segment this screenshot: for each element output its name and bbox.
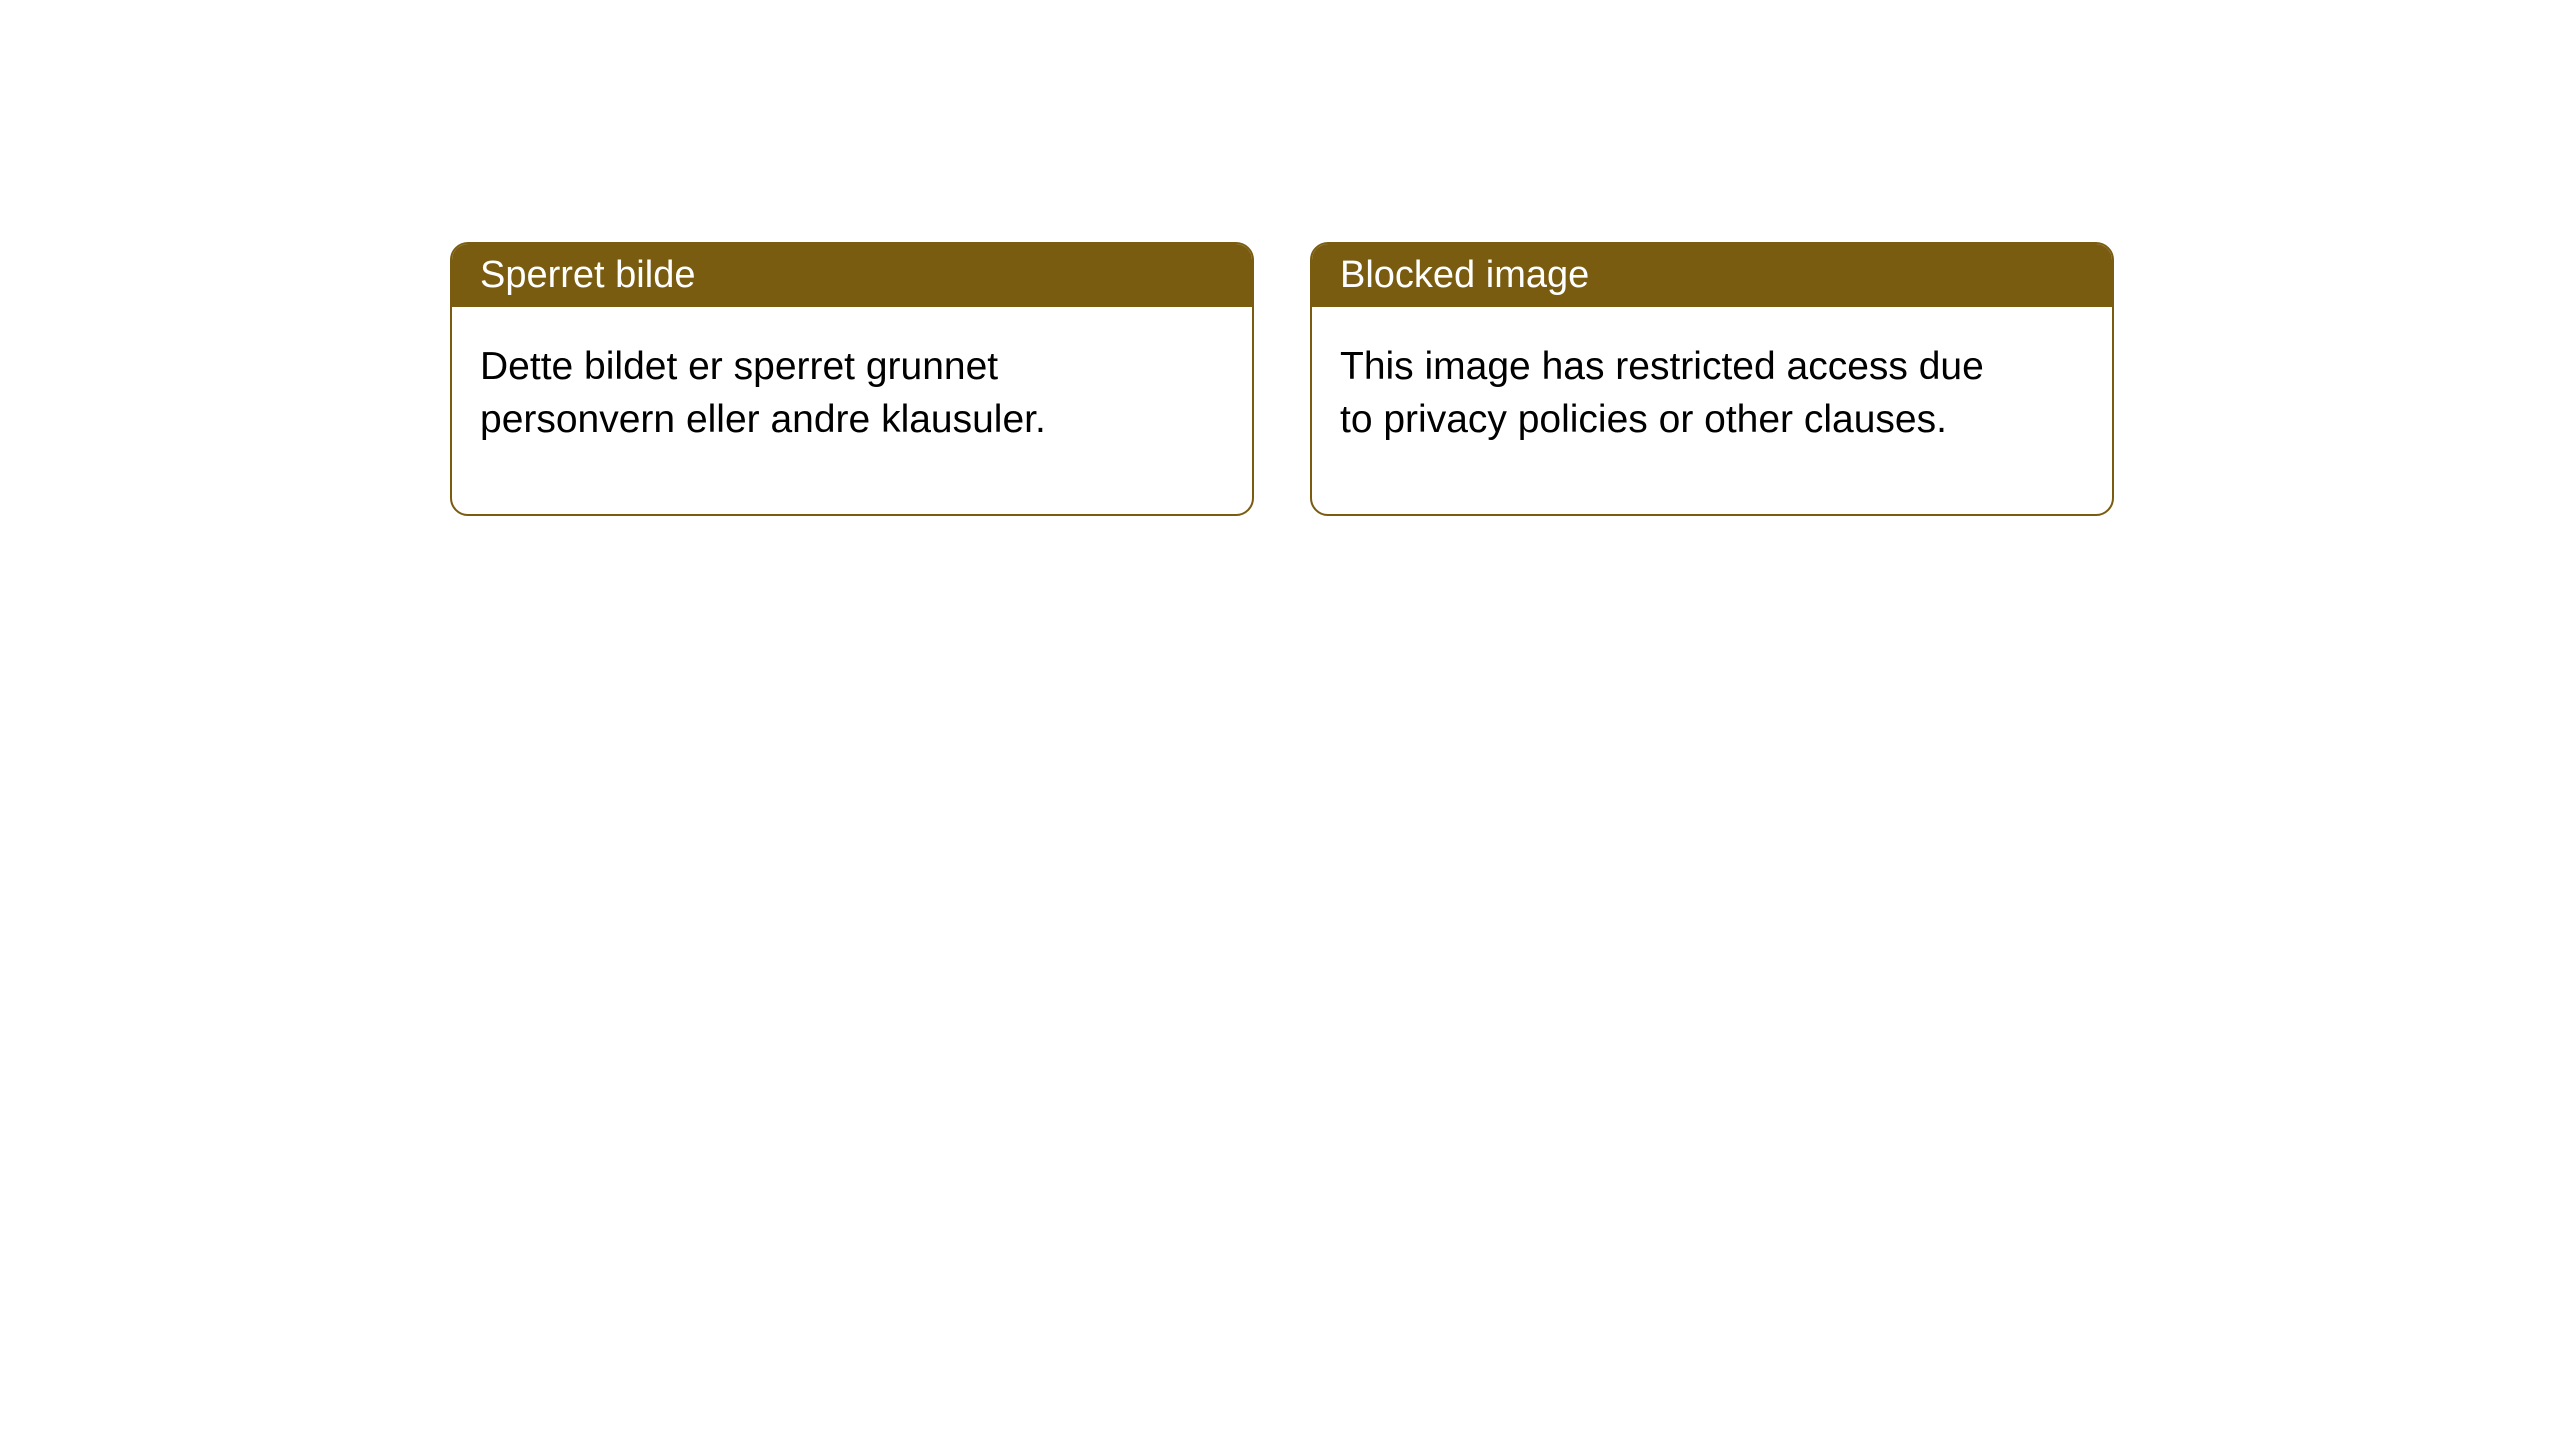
notice-card-norwegian: Sperret bilde Dette bildet er sperret gr… — [450, 242, 1254, 516]
notice-card-header: Blocked image — [1312, 244, 2112, 307]
notice-cards-container: Sperret bilde Dette bildet er sperret gr… — [0, 0, 2560, 516]
notice-card-body: This image has restricted access due to … — [1312, 307, 2032, 514]
notice-card-header: Sperret bilde — [452, 244, 1252, 307]
notice-card-body: Dette bildet er sperret grunnet personve… — [452, 307, 1172, 514]
notice-card-english: Blocked image This image has restricted … — [1310, 242, 2114, 516]
